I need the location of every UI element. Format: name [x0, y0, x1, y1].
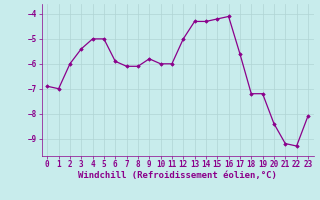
X-axis label: Windchill (Refroidissement éolien,°C): Windchill (Refroidissement éolien,°C) — [78, 171, 277, 180]
